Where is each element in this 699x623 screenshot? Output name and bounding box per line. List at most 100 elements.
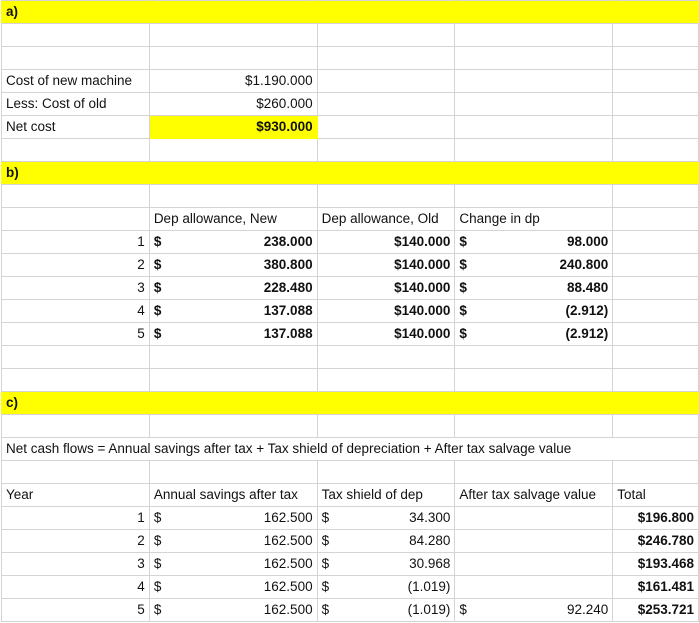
dep-new-cell[interactable]: $137.088 — [148, 299, 318, 323]
cell[interactable] — [454, 0, 614, 24]
year-cell[interactable]: 2 — [1, 529, 150, 553]
change-cell[interactable]: $ (2.912) — [454, 322, 614, 346]
salvage-cell[interactable] — [454, 529, 614, 553]
shield-cell[interactable]: $84.280 — [316, 529, 456, 553]
cell[interactable] — [612, 138, 699, 162]
total-cell[interactable]: $253.721 — [612, 598, 699, 622]
cell[interactable] — [612, 253, 699, 277]
total-cell[interactable]: $246.780 — [612, 529, 699, 553]
savings-cell[interactable]: $162.500 — [148, 506, 318, 530]
label-cell[interactable]: Net cost — [1, 115, 150, 139]
cell[interactable] — [1, 46, 150, 70]
cell[interactable] — [316, 23, 456, 47]
cell[interactable] — [1, 368, 150, 392]
cell[interactable] — [612, 322, 699, 346]
header-cell[interactable]: Total — [612, 483, 699, 507]
total-cell[interactable]: $161.481 — [612, 575, 699, 599]
year-cell[interactable]: 5 — [1, 322, 150, 346]
section-label-a[interactable]: a) — [1, 0, 150, 24]
cell[interactable] — [612, 161, 699, 185]
header-cell[interactable]: Dep allowance, New — [148, 207, 318, 231]
header-cell[interactable]: Dep allowance, Old — [316, 207, 456, 231]
cell[interactable] — [454, 368, 614, 392]
salvage-cell[interactable] — [454, 552, 614, 576]
cell[interactable] — [454, 23, 614, 47]
header-cell[interactable]: Annual savings after tax — [148, 483, 318, 507]
cell[interactable] — [612, 276, 699, 300]
salvage-cell[interactable] — [454, 575, 614, 599]
cell[interactable] — [316, 92, 456, 116]
change-cell[interactable]: $88.480 — [454, 276, 614, 300]
cell[interactable] — [612, 115, 699, 139]
cell[interactable] — [612, 0, 699, 24]
cell[interactable] — [454, 414, 614, 438]
cell[interactable] — [612, 368, 699, 392]
header-cell[interactable]: After tax salvage value — [454, 483, 614, 507]
cell[interactable] — [316, 46, 456, 70]
formula-text[interactable]: Net cash flows = Annual savings after ta… — [1, 437, 699, 461]
dep-old-cell[interactable]: $140.000 — [316, 276, 456, 300]
shield-cell[interactable]: $ (1.019) — [316, 598, 456, 622]
section-label-c[interactable]: c) — [1, 391, 150, 415]
savings-cell[interactable]: $162.500 — [148, 575, 318, 599]
cell[interactable] — [148, 184, 318, 208]
cell[interactable] — [454, 161, 614, 185]
cell[interactable] — [148, 391, 318, 415]
year-cell[interactable]: 4 — [1, 299, 150, 323]
year-cell[interactable]: 2 — [1, 253, 150, 277]
shield-cell[interactable]: $ (1.019) — [316, 575, 456, 599]
dep-old-cell[interactable]: $140.000 — [316, 230, 456, 254]
change-cell[interactable]: $ (2.912) — [454, 299, 614, 323]
cell[interactable] — [612, 69, 699, 93]
cell[interactable] — [316, 460, 456, 484]
cell[interactable] — [148, 138, 318, 162]
cell[interactable] — [148, 23, 318, 47]
header-cell[interactable]: Tax shield of dep — [316, 483, 456, 507]
change-cell[interactable]: $240.800 — [454, 253, 614, 277]
total-cell[interactable]: $196.800 — [612, 506, 699, 530]
cell[interactable] — [148, 0, 318, 24]
cell[interactable] — [454, 115, 614, 139]
cell[interactable] — [316, 161, 456, 185]
cell[interactable] — [1, 138, 150, 162]
cell[interactable] — [1, 207, 150, 231]
total-cell[interactable]: $193.468 — [612, 552, 699, 576]
label-cell[interactable]: Cost of new machine — [1, 69, 150, 93]
cell[interactable] — [316, 184, 456, 208]
cell[interactable] — [454, 345, 614, 369]
cell[interactable] — [612, 345, 699, 369]
dep-old-cell[interactable]: $140.000 — [316, 322, 456, 346]
salvage-cell[interactable] — [454, 506, 614, 530]
cell[interactable] — [612, 184, 699, 208]
cell[interactable] — [1, 460, 150, 484]
cell[interactable] — [316, 69, 456, 93]
value-cell[interactable]: $1.190.000 — [148, 69, 318, 93]
cell[interactable] — [1, 184, 150, 208]
cell[interactable] — [454, 69, 614, 93]
cell[interactable] — [316, 391, 456, 415]
dep-new-cell[interactable]: $238.000 — [148, 230, 318, 254]
dep-new-cell[interactable]: $228.480 — [148, 276, 318, 300]
shield-cell[interactable]: $34.300 — [316, 506, 456, 530]
cell[interactable] — [148, 161, 318, 185]
salvage-cell[interactable]: $92.240 — [454, 598, 614, 622]
cell[interactable] — [316, 138, 456, 162]
year-cell[interactable]: 5 — [1, 598, 150, 622]
cell[interactable] — [1, 23, 150, 47]
year-cell[interactable]: 4 — [1, 575, 150, 599]
cell[interactable] — [148, 345, 318, 369]
cell[interactable] — [316, 115, 456, 139]
cell[interactable] — [454, 391, 614, 415]
net-cost-cell[interactable]: $930.000 — [148, 115, 318, 139]
dep-old-cell[interactable]: $140.000 — [316, 299, 456, 323]
savings-cell[interactable]: $162.500 — [148, 529, 318, 553]
cell[interactable] — [612, 207, 699, 231]
dep-new-cell[interactable]: $380.800 — [148, 253, 318, 277]
cell[interactable] — [612, 299, 699, 323]
year-cell[interactable]: 3 — [1, 276, 150, 300]
cell[interactable] — [1, 345, 150, 369]
value-cell[interactable]: $260.000 — [148, 92, 318, 116]
header-cell[interactable]: Change in dp — [454, 207, 614, 231]
cell[interactable] — [454, 92, 614, 116]
cell[interactable] — [148, 368, 318, 392]
